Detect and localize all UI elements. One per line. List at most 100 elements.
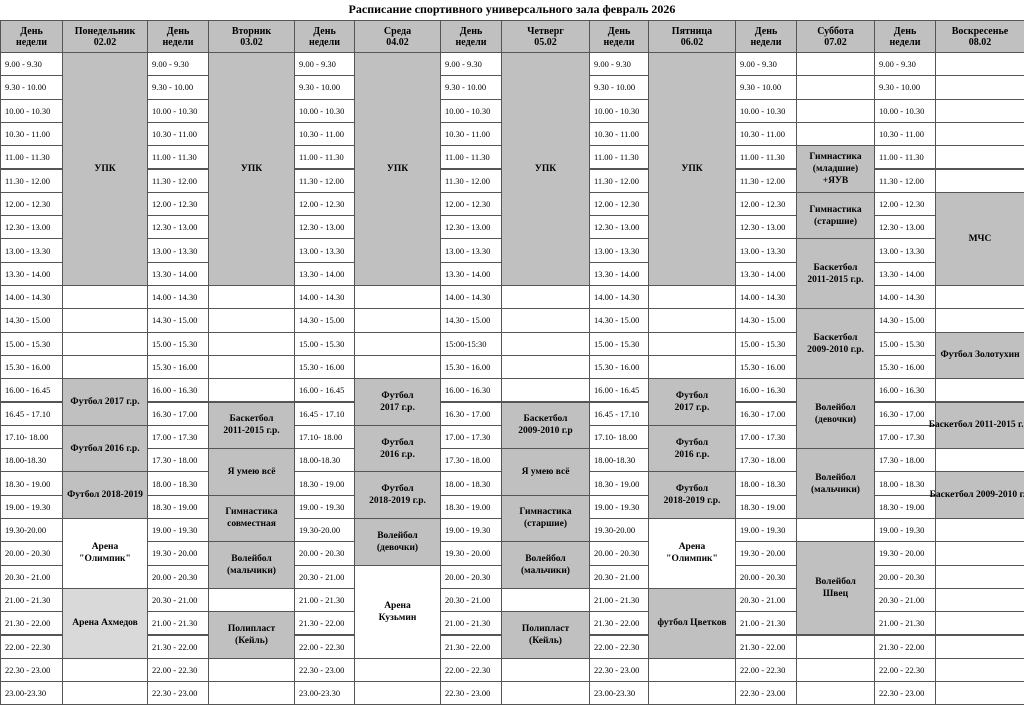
cell-text: 16.00 - 16.45 bbox=[5, 385, 51, 396]
time-cell: 19.00 - 19.30 bbox=[735, 518, 797, 543]
time-cell: 17.00 - 17.30 bbox=[440, 424, 502, 450]
cell-text: 20.00 - 20.30 bbox=[5, 548, 51, 559]
cell-text: 22.30 - 23.00 bbox=[740, 688, 786, 699]
cell-text: Футбол 2018-2019 г.р. bbox=[369, 484, 426, 507]
time-cell: 10.30 - 11.00 bbox=[589, 121, 649, 147]
cell-text: 19.30 - 20.00 bbox=[445, 548, 491, 559]
time-cell: 20.30 - 21.00 bbox=[0, 564, 63, 589]
activity-cell: Волейбол (мальчики) bbox=[796, 448, 875, 519]
time-cell: 16.30 - 17.00 bbox=[147, 401, 209, 426]
time-cell: 23.00-23.30 bbox=[589, 681, 649, 705]
time-cell: 19.30-20.00 bbox=[0, 518, 63, 543]
empty-cell bbox=[208, 378, 295, 403]
cell-text: 20.30 - 21.00 bbox=[445, 595, 491, 606]
cell-text: 13.30 - 14.00 bbox=[152, 268, 198, 279]
cell-text: Футбол 2017 г.р. bbox=[380, 390, 415, 413]
time-cell: 10.00 - 10.30 bbox=[294, 98, 355, 123]
cell-text: 21.30 - 22.00 bbox=[879, 641, 925, 652]
cell-text: 10.00 - 10.30 bbox=[740, 105, 786, 116]
activity-cell: Футбол 2018-2019 bbox=[62, 471, 148, 519]
cell-text: 11.00 - 11.30 bbox=[445, 152, 490, 163]
time-cell: 21.30 - 22.00 bbox=[589, 611, 649, 636]
empty-cell bbox=[62, 308, 148, 333]
cell-text: Арена Кузьмин bbox=[378, 600, 417, 623]
empty-cell bbox=[62, 331, 148, 356]
cell-text: 15.00 - 15.30 bbox=[879, 338, 925, 349]
time-cell: 18.30 - 19.00 bbox=[874, 494, 936, 519]
cell-text: УПК bbox=[386, 164, 409, 174]
time-cell: 17.30 - 18.00 bbox=[147, 448, 209, 473]
cell-text: День недели bbox=[16, 25, 47, 48]
time-cell: 21.00 - 21.30 bbox=[147, 611, 209, 636]
empty-cell bbox=[354, 308, 441, 333]
time-cell: 11.00 - 11.30 bbox=[147, 145, 209, 170]
time-cell: 17.30 - 18.00 bbox=[874, 448, 936, 473]
cell-text: 15.00 - 15.30 bbox=[152, 338, 198, 349]
cell-text: 21.30 - 22.00 bbox=[152, 641, 198, 652]
time-cell: 17.10- 18.00 bbox=[589, 424, 649, 450]
cell-text: 16.00 - 16.45 bbox=[594, 385, 640, 396]
time-cell: 14.00 - 14.30 bbox=[589, 285, 649, 310]
cell-text: 18.00-18.30 bbox=[5, 455, 47, 466]
activity-cell: Я умею всё bbox=[208, 448, 295, 496]
empty-cell bbox=[354, 657, 441, 683]
cell-text: Воскресенье bbox=[951, 25, 1009, 37]
cell-text: 11.30 - 12.00 bbox=[299, 175, 345, 186]
cell-text: 13.30 - 14.00 bbox=[594, 268, 640, 279]
cell-text: 21.30 - 22.00 bbox=[740, 641, 786, 652]
empty-cell bbox=[354, 285, 441, 310]
empty-cell bbox=[208, 354, 295, 380]
cell-text: 10.30 - 11.00 bbox=[152, 129, 198, 140]
empty-cell bbox=[501, 681, 590, 705]
activity-cell: Гимнастика (старшие) bbox=[501, 494, 590, 543]
activity-cell: Я умею всё bbox=[501, 448, 590, 496]
empty-cell bbox=[501, 285, 590, 310]
cell-text: 18.30 - 19.00 bbox=[879, 501, 925, 512]
cell-text: Волейбол (мальчики) bbox=[227, 554, 276, 577]
time-cell: 16.00 - 16.45 bbox=[589, 378, 649, 403]
time-cell: 14.00 - 14.30 bbox=[874, 285, 936, 310]
cell-text: 15.30 - 16.00 bbox=[152, 362, 198, 373]
time-cell: 18.00-18.30 bbox=[294, 448, 355, 473]
time-cell: 10.00 - 10.30 bbox=[589, 98, 649, 123]
day-header: Воскресенье 08.02 bbox=[935, 20, 1024, 53]
time-cell: 19.30 - 20.00 bbox=[147, 541, 209, 566]
time-cell: 21.30 - 22.00 bbox=[440, 634, 502, 659]
cell-text: 22.00 - 22.30 bbox=[152, 664, 198, 675]
cell-text: Я умею всё bbox=[521, 466, 570, 477]
cell-text: 14.00 - 14.30 bbox=[740, 292, 786, 303]
cell-text: Полипласт (Кейль) bbox=[227, 623, 276, 646]
cell-text: 13.00 - 13.30 bbox=[594, 245, 640, 256]
time-header: День недели bbox=[874, 20, 936, 53]
empty-cell bbox=[648, 354, 736, 380]
time-cell: 11.30 - 12.00 bbox=[294, 168, 355, 193]
activity-cell: Волейбол Швец bbox=[796, 541, 875, 636]
time-cell: 13.30 - 14.00 bbox=[589, 261, 649, 286]
cell-text: 20.00 - 20.30 bbox=[879, 571, 925, 582]
cell-text: 14.00 - 14.30 bbox=[879, 292, 925, 303]
time-cell: 22.00 - 22.30 bbox=[0, 634, 63, 659]
time-cell: 13.00 - 13.30 bbox=[440, 238, 502, 263]
empty-cell bbox=[208, 285, 295, 310]
time-cell: 16.00 - 16.30 bbox=[735, 378, 797, 403]
time-cell: 13.30 - 14.00 bbox=[874, 261, 936, 286]
time-cell: 9.00 - 9.30 bbox=[874, 52, 936, 77]
time-cell: 17.00 - 17.30 bbox=[147, 424, 209, 450]
cell-text: 11.00 - 11.30 bbox=[5, 152, 50, 163]
time-cell: 15.00 - 15.30 bbox=[874, 331, 936, 356]
empty-cell bbox=[208, 308, 295, 333]
cell-text: Баскетбол 2009-2010 г.р bbox=[929, 490, 1024, 501]
cell-text: 11.30 - 12.00 bbox=[152, 175, 198, 186]
day-header: Суббота 07.02 bbox=[796, 20, 875, 53]
cell-text: 12.00 - 12.30 bbox=[152, 198, 198, 209]
empty-cell bbox=[796, 657, 875, 683]
time-cell: 18.00-18.30 bbox=[589, 448, 649, 473]
time-cell: 12.30 - 13.00 bbox=[874, 215, 936, 240]
cell-text: День недели bbox=[309, 25, 340, 48]
cell-text: 19.30 - 20.00 bbox=[740, 548, 786, 559]
cell-text: 12.00 - 12.30 bbox=[740, 198, 786, 209]
cell-text: 21.00 - 21.30 bbox=[299, 595, 345, 606]
activity-cell: МЧС bbox=[935, 191, 1024, 286]
cell-text: 22.30 - 23.00 bbox=[5, 664, 51, 675]
empty-cell bbox=[935, 145, 1024, 170]
